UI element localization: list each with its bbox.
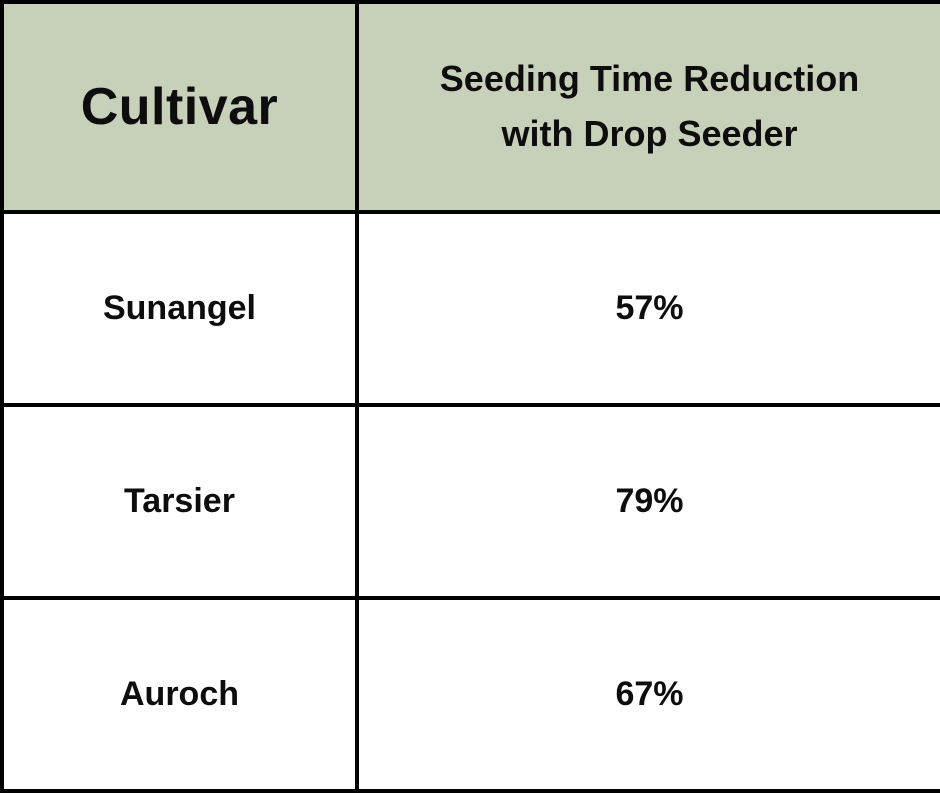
cultivar-name-cell: Auroch bbox=[0, 596, 359, 793]
cultivar-name-cell: Sunangel bbox=[0, 210, 359, 407]
header-cell-seeding-time-reduction: Seeding Time Reduction with Drop Seeder bbox=[355, 0, 940, 214]
cultivar-name-cell: Tarsier bbox=[0, 403, 359, 600]
table-row-tarsier: Tarsier 79% bbox=[0, 403, 940, 600]
reduction-value-cell: 79% bbox=[355, 403, 940, 600]
table-row-auroch: Auroch 67% bbox=[0, 596, 940, 793]
table-row-sunangel: Sunangel 57% bbox=[0, 210, 940, 407]
table-header-row: Cultivar Seeding Time Reduction with Dro… bbox=[0, 0, 940, 214]
reduction-value-cell: 57% bbox=[355, 210, 940, 407]
header-cell-cultivar: Cultivar bbox=[0, 0, 359, 214]
reduction-value-cell: 67% bbox=[355, 596, 940, 793]
